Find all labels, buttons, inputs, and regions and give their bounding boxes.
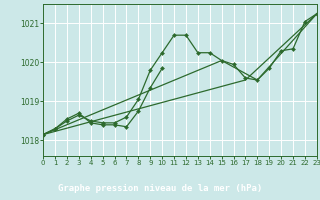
Text: Graphe pression niveau de la mer (hPa): Graphe pression niveau de la mer (hPa)	[58, 184, 262, 193]
